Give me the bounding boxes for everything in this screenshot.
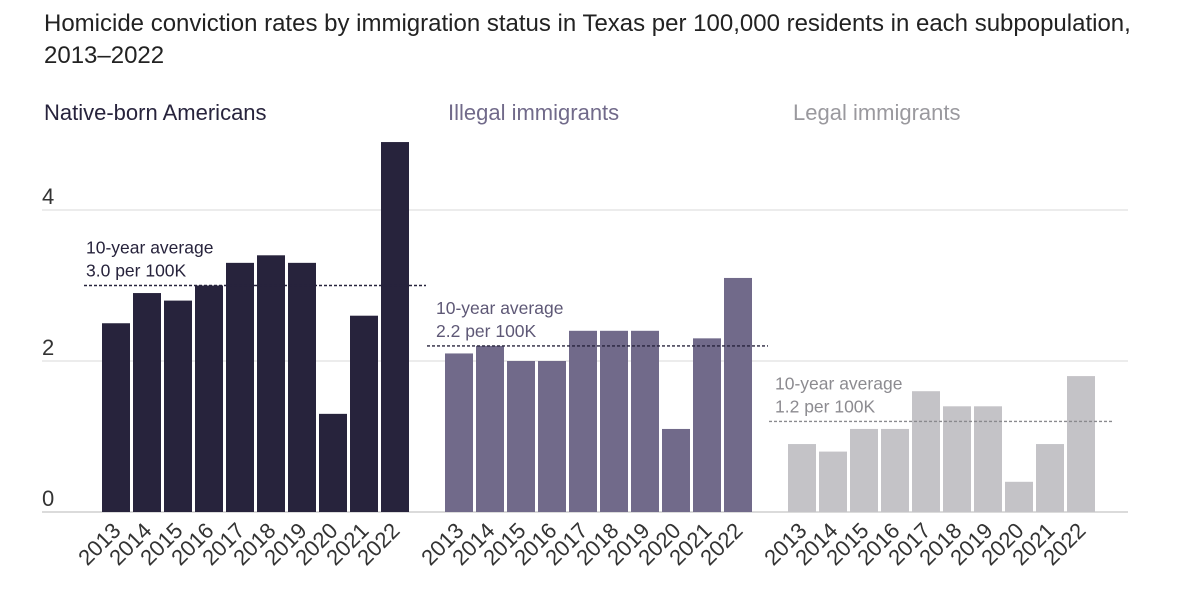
average-label-line1: 10-year average xyxy=(436,298,563,318)
bar-2020 xyxy=(1005,481,1033,512)
average-label-line2: 1.2 per 100K xyxy=(775,396,876,416)
average-label-line1: 10-year average xyxy=(86,238,213,258)
bar-2019 xyxy=(288,262,316,512)
bar-2022 xyxy=(1067,376,1095,512)
bar-2014 xyxy=(819,451,847,512)
bar-2019 xyxy=(974,406,1002,512)
bar-2014 xyxy=(476,345,504,512)
panel-2: Illegal immigrants2013201420152016201720… xyxy=(416,100,768,570)
bar-2020 xyxy=(319,413,347,512)
bar-2015 xyxy=(850,428,878,512)
panel-3: Legal immigrants201320142015201620172018… xyxy=(759,100,1112,570)
panel-1: Native-born Americans2013201420152016201… xyxy=(44,100,426,570)
bar-2022 xyxy=(724,277,752,512)
y-tick-label: 0 xyxy=(42,486,54,511)
bar-2015 xyxy=(507,361,535,512)
bar-2017 xyxy=(226,262,254,512)
bar-2017 xyxy=(912,391,940,512)
bar-2018 xyxy=(257,255,285,513)
y-tick-label: 4 xyxy=(42,184,54,209)
bar-2016 xyxy=(881,428,909,512)
bar-2013 xyxy=(788,444,816,512)
bar-2022 xyxy=(381,142,409,513)
panels: Native-born Americans2013201420152016201… xyxy=(44,100,1112,570)
bar-2021 xyxy=(1036,444,1064,512)
bar-2016 xyxy=(538,361,566,512)
panel-title: Illegal immigrants xyxy=(448,100,619,125)
bar-2013 xyxy=(102,323,130,512)
bar-2021 xyxy=(693,338,721,512)
bar-2018 xyxy=(600,330,628,512)
average-label-line2: 2.2 per 100K xyxy=(436,321,537,341)
bar-2016 xyxy=(195,285,223,512)
panel-title: Native-born Americans xyxy=(44,100,267,125)
bar-2020 xyxy=(662,428,690,512)
bar-2021 xyxy=(350,315,378,512)
average-label-line1: 10-year average xyxy=(775,373,902,393)
y-tick-label: 2 xyxy=(42,335,54,360)
bar-2015 xyxy=(164,300,192,512)
panel-title: Legal immigrants xyxy=(793,100,961,125)
average-label-line2: 3.0 per 100K xyxy=(86,261,187,281)
bar-2019 xyxy=(631,330,659,512)
bar-2014 xyxy=(133,293,161,512)
chart-title: Homicide conviction rates by immigration… xyxy=(44,10,1131,69)
bar-2013 xyxy=(445,353,473,512)
y-axis-ticks: 0 2 4 xyxy=(42,184,54,511)
bar-2017 xyxy=(569,330,597,512)
bar-2018 xyxy=(943,406,971,512)
